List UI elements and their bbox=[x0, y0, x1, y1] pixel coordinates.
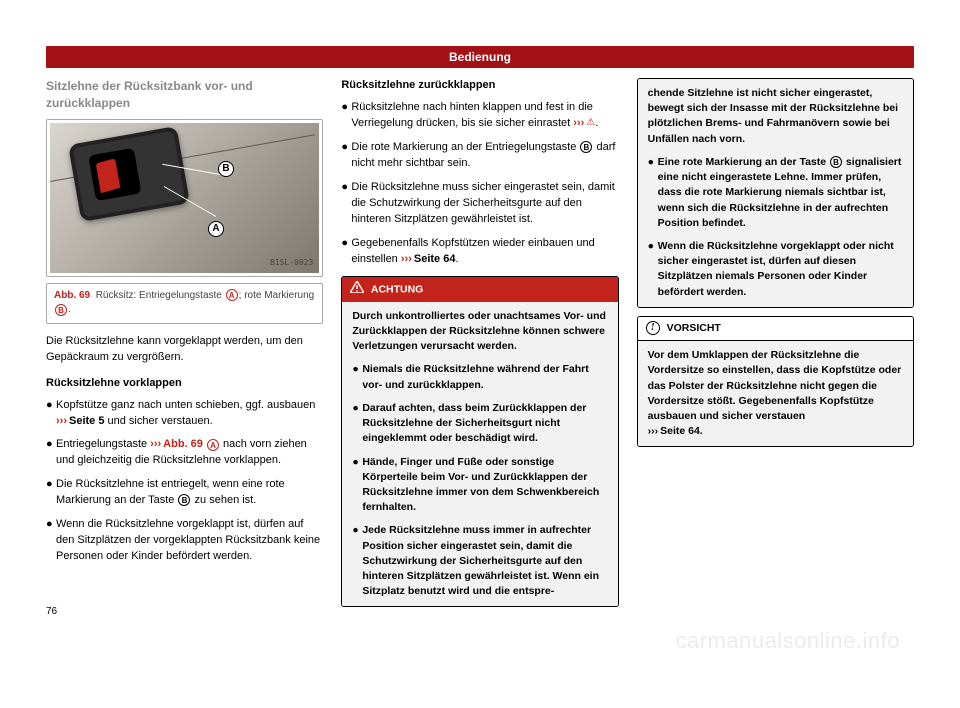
vorsicht-text: Vor dem Umklappen der Rücksitzlehne die … bbox=[648, 349, 902, 422]
bullet-text-after: zu sehen ist. bbox=[191, 494, 256, 506]
list-item: ●Niemals die Rücksitzlehne während der F… bbox=[352, 362, 607, 392]
vorsicht-box: ! VORSICHT Vor dem Umklappen der Rücksit… bbox=[637, 316, 914, 448]
bullet-text-after: . bbox=[595, 117, 598, 129]
figure-callout-a: A bbox=[208, 221, 224, 237]
bullet-text-after: . bbox=[455, 253, 458, 265]
inline-circ-b: B bbox=[580, 141, 592, 153]
subsection-zurueckklappen: Rücksitzlehne zurückklappen bbox=[341, 78, 618, 94]
bullet-text: Jede Rücksitzlehne muss immer in aufrech… bbox=[362, 523, 607, 599]
bullet-text: Wenn die Rücksitzlehne vorgeklappt ist, … bbox=[56, 517, 323, 565]
list-item: ● Gegebenenfalls Kopfstützen wieder einb… bbox=[341, 236, 618, 268]
list-item: ●Hände, Finger und Füße oder sonstige Kö… bbox=[352, 455, 607, 516]
caption-circ-b: B bbox=[55, 304, 67, 316]
inline-circ-b: B bbox=[830, 156, 842, 168]
figure-frame: B A B1SL-0023 bbox=[46, 119, 323, 277]
list-item: ●Wenn die Rücksitzlehne vorgeklappt oder… bbox=[648, 239, 903, 300]
watermark: carmanualsonline.info bbox=[675, 628, 900, 654]
bullet-text: Die Rücksitzlehne muss sicher eingeraste… bbox=[351, 180, 618, 228]
achtung-intro: Durch unkontrolliertes oder unachtsames … bbox=[352, 309, 607, 355]
achtung-cont-paragraph: chende Sitzlehne ist nicht sicher einger… bbox=[648, 86, 903, 147]
bullet-text: Rücksitzlehne nach hinten klappen und fe… bbox=[351, 101, 593, 129]
page-xref: Seite 64 bbox=[414, 253, 456, 265]
caption-text2: ; rote Markierung bbox=[239, 290, 315, 301]
vorsicht-label: VORSICHT bbox=[667, 322, 721, 334]
warning-triangle-icon bbox=[350, 281, 364, 298]
inline-circ-a: A bbox=[207, 439, 219, 451]
figure-callout-b: B bbox=[218, 161, 234, 177]
bullet-text: Kopfstütze ganz nach unten schieben, ggf… bbox=[56, 399, 315, 411]
bullet-text: Eine rote Markierung an der Taste bbox=[658, 156, 829, 168]
list-item: ● Wenn die Rücksitzlehne vorgeklappt ist… bbox=[46, 517, 323, 565]
achtung-header: ACHTUNG bbox=[342, 277, 617, 302]
page-xref: Seite 64 bbox=[660, 425, 700, 437]
inline-circ-b: B bbox=[178, 494, 190, 506]
list-item: ●Eine rote Markierung an der Taste B sig… bbox=[648, 155, 903, 231]
info-icon: ! bbox=[646, 321, 660, 335]
page-xref: Seite 5 bbox=[69, 415, 104, 427]
achtung-label: ACHTUNG bbox=[371, 283, 424, 295]
bullet-text: Gegebenenfalls Kopfstützen wieder einbau… bbox=[351, 237, 594, 265]
bullet-text: Niemals die Rücksitzlehne während der Fa… bbox=[362, 362, 607, 392]
bullet-text-after: und sicher verstauen. bbox=[104, 415, 212, 427]
list-item: ●Darauf achten, dass beim Zurückklappen … bbox=[352, 401, 607, 447]
list-item: ● Rücksitzlehne nach hinten klappen und … bbox=[341, 100, 618, 132]
section-title: Sitzlehne der Rücksitzbank vor- und zurü… bbox=[46, 78, 323, 113]
list-item: ● Entriegelungstaste ›››Abb. 69 A nach v… bbox=[46, 437, 323, 469]
list-item: ● Die Rücksitzlehne ist entriegelt, wenn… bbox=[46, 477, 323, 509]
achtung-box-continued: chende Sitzlehne ist nicht sicher einger… bbox=[637, 78, 914, 308]
vorsicht-header: ! VORSICHT bbox=[638, 317, 913, 341]
figure-caption: Abb. 69 Rücksitz: Entriegelungstaste A; … bbox=[46, 283, 323, 324]
intro-paragraph: Die Rücksitzlehne kann vorgeklappt werde… bbox=[46, 334, 323, 366]
page-number: 76 bbox=[46, 605, 57, 620]
vorsicht-text-after: . bbox=[700, 425, 703, 437]
subsection-vorklappen: Rücksitzlehne vorklappen bbox=[46, 376, 323, 392]
warning-triangle-icon: ⚠ bbox=[586, 116, 595, 131]
caption-text3: . bbox=[68, 304, 71, 315]
figure-code: B1SL-0023 bbox=[270, 257, 313, 269]
achtung-box: ACHTUNG Durch unkontrolliertes oder unac… bbox=[341, 276, 618, 608]
fig-xref: Abb. 69 bbox=[163, 438, 203, 450]
list-item: ●Jede Rücksitzlehne muss immer in aufrec… bbox=[352, 523, 607, 599]
bullet-text: Darauf achten, dass beim Zurückklappen d… bbox=[362, 401, 607, 447]
list-item: ● Die rote Markierung an der Entriegelun… bbox=[341, 140, 618, 172]
bullet-text: Die rote Markierung an der Entriegelungs… bbox=[351, 141, 579, 153]
bullet-text: Hände, Finger und Füße oder sonstige Kör… bbox=[362, 455, 607, 516]
bullet-text: Entriegelungstaste bbox=[56, 438, 150, 450]
caption-ref: Abb. 69 bbox=[54, 290, 90, 301]
list-item: ● Kopfstütze ganz nach unten schieben, g… bbox=[46, 398, 323, 430]
caption-text: Rücksitz: Entriegelungstaste bbox=[96, 290, 225, 301]
list-item: ● Die Rücksitzlehne muss sicher eingeras… bbox=[341, 180, 618, 228]
caption-circ-a: A bbox=[226, 289, 238, 301]
header-title: Bedienung bbox=[46, 46, 914, 68]
bullet-text: Wenn die Rücksitzlehne vorgeklappt oder … bbox=[658, 239, 903, 300]
figure-illustration: B A B1SL-0023 bbox=[50, 123, 319, 273]
